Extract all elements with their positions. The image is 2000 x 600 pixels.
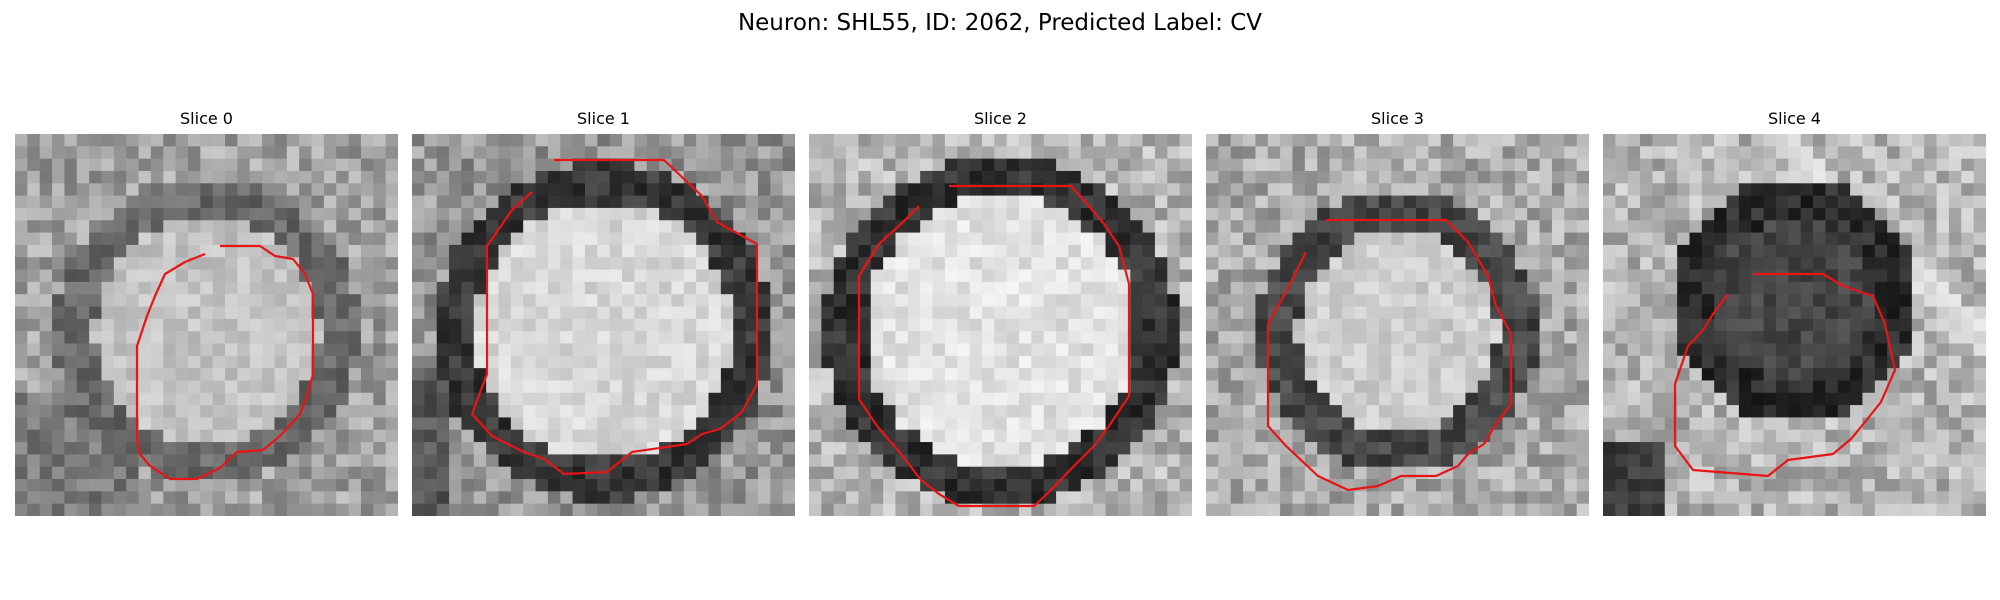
slice-4-image	[1603, 134, 1986, 516]
slice-1-image	[412, 134, 795, 516]
slice-3-contour	[1266, 218, 1513, 492]
slice-1-grayscale-image	[412, 134, 795, 516]
slice-2-title: Slice 2	[974, 109, 1027, 128]
slice-4-title: Slice 4	[1768, 109, 1821, 128]
slice-0-title: Slice 0	[180, 109, 233, 128]
slice-2-image	[809, 134, 1192, 516]
slice-3-title: Slice 3	[1371, 109, 1424, 128]
slice-0-image	[15, 134, 398, 516]
slice-1-title: Slice 1	[577, 109, 630, 128]
figure-title: Neuron: SHL55, ID: 2062, Predicted Label…	[737, 10, 1263, 36]
slice-0-contour	[135, 244, 315, 481]
slice-2-contour	[857, 184, 1131, 508]
slice-3-grayscale-image	[1206, 134, 1589, 516]
slice-3-image	[1206, 134, 1589, 516]
slice-2-grayscale-image	[809, 134, 1192, 516]
slice-0-grayscale-image	[15, 134, 398, 516]
slice-1-contour	[470, 158, 759, 476]
slice-4-contour	[1673, 272, 1897, 478]
slice-4-grayscale-image	[1603, 134, 1986, 516]
